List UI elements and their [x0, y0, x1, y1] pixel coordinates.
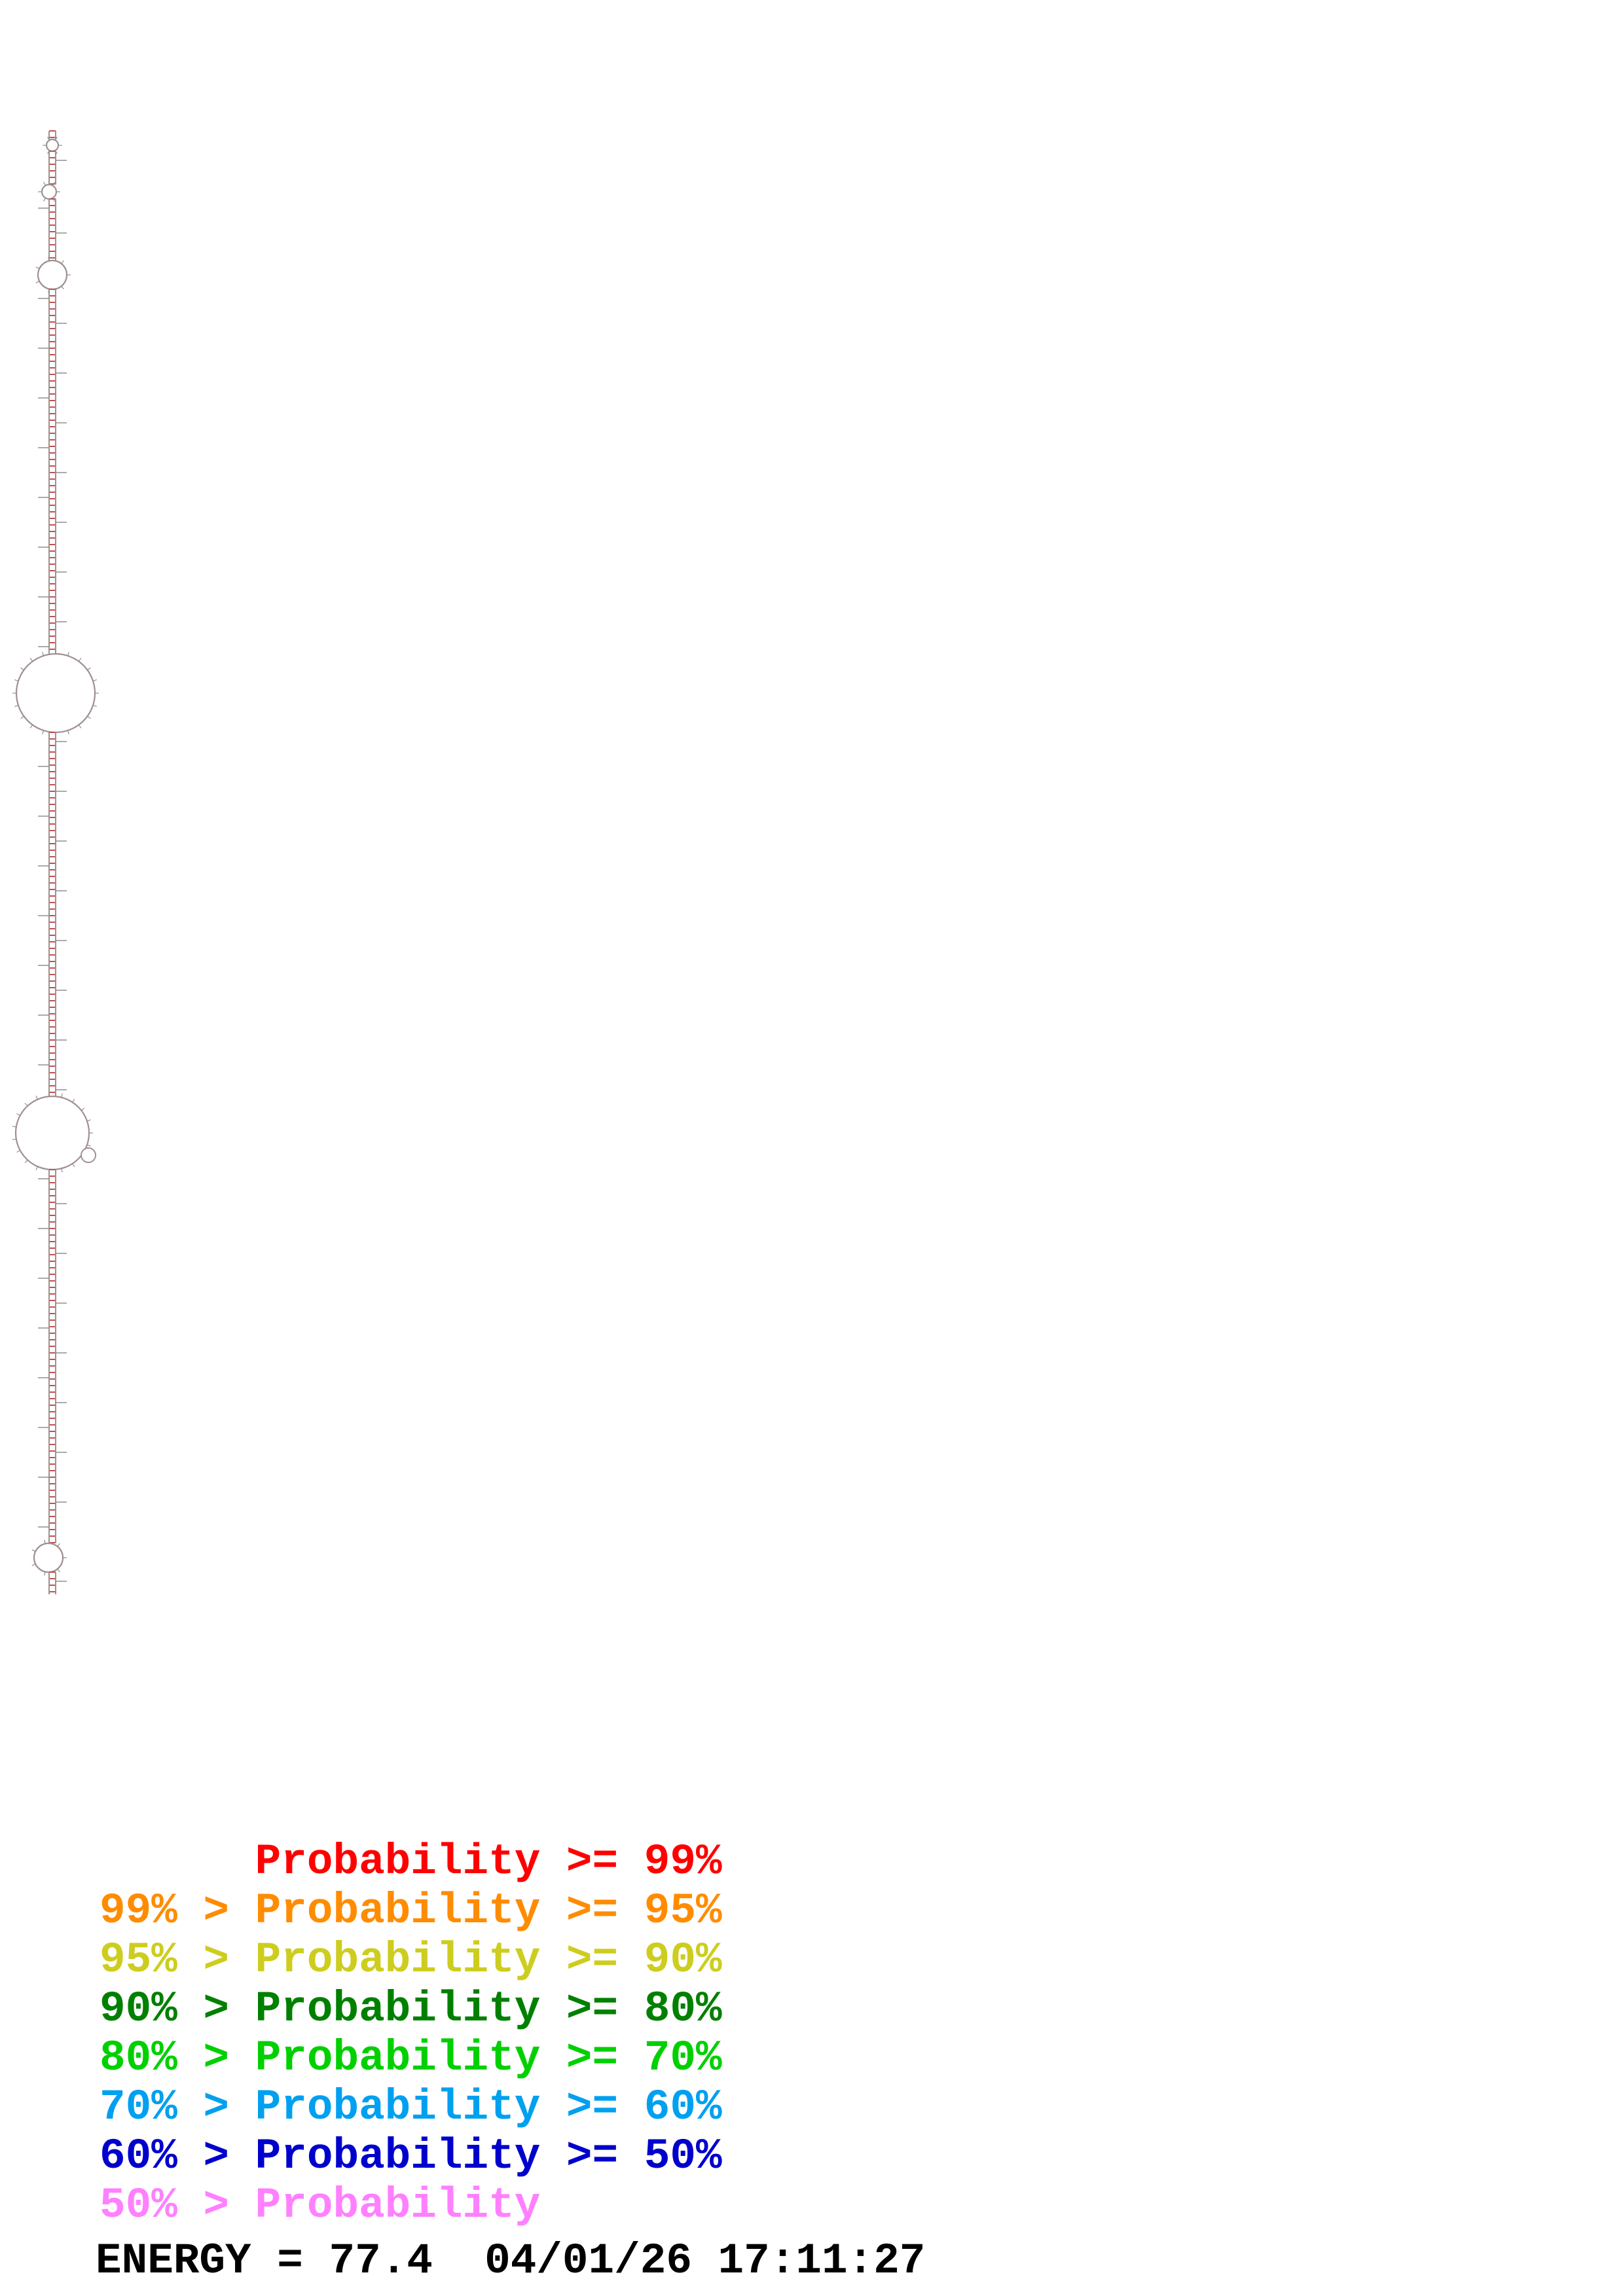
structure-segment [78, 658, 82, 662]
structure-segment [61, 285, 64, 290]
structure-loop [33, 1542, 64, 1573]
structure-loop [41, 183, 58, 200]
structure-segment [43, 198, 46, 202]
structure-segment [67, 730, 69, 734]
legend-entry: 70% > Probability >= 60% [100, 2083, 722, 2132]
structure-loop [37, 259, 68, 291]
structure-segment [20, 667, 24, 671]
structure-segment [35, 266, 40, 269]
structure-segment [87, 715, 91, 719]
legend-entry: Probability >= 99% [100, 1837, 722, 1886]
structure-segment [35, 281, 40, 283]
structure-segment [72, 1163, 75, 1168]
structure-segment [20, 715, 24, 719]
structure-segment [92, 704, 97, 707]
structure-segment [43, 181, 46, 186]
structure-segment [54, 136, 58, 141]
energy-text: ENERGY = 77.4 04/01/26 17:11:27 [96, 2236, 926, 2286]
structure-segment [81, 1107, 85, 1111]
structure-segment [24, 1102, 28, 1107]
structure-segment [12, 1126, 16, 1128]
structure-segment [31, 1549, 36, 1552]
structure-segment [24, 1159, 28, 1164]
structure-segment [42, 652, 45, 656]
structure-loop [14, 1095, 90, 1171]
structure-loop [15, 653, 96, 734]
legend-entry: 90% > Probability >= 80% [100, 1984, 722, 2034]
structure-segment [31, 1564, 36, 1566]
structure-segment [57, 1543, 60, 1547]
legend-entry: 60% > Probability >= 50% [100, 2132, 722, 2181]
structure-segment [42, 730, 45, 734]
structure-segment [29, 658, 33, 662]
legend-entry: 95% > Probability >= 90% [100, 1935, 722, 1984]
structure-segment [61, 260, 64, 264]
structure-segment [67, 652, 69, 656]
rna-secondary-structure [12, 130, 99, 1594]
structure-segment [16, 1150, 21, 1153]
structure-segment [87, 667, 91, 671]
structure-segment [78, 725, 82, 728]
structure-loop [45, 138, 60, 152]
legend-entry: 99% > Probability >= 95% [100, 1886, 722, 1935]
structure-segment [57, 1568, 60, 1573]
legend-entry: 80% > Probability >= 70% [100, 2034, 722, 2083]
structure-segment [29, 725, 33, 728]
structure-segment [86, 1119, 91, 1122]
probability-legend: Probability >= 99% 99% > Probability >= 9… [100, 1837, 722, 2230]
structure-segment [92, 679, 97, 682]
structure-segment [35, 1095, 39, 1100]
structure-loop [81, 1147, 96, 1163]
structure-segment [35, 1166, 39, 1171]
structure-segment [52, 181, 56, 186]
legend-entry: 50% > Probability [100, 2181, 541, 2230]
structure-segment [16, 1113, 21, 1116]
structure-segment [14, 679, 19, 682]
structure-segment [48, 257, 50, 261]
structure-segment [14, 704, 19, 707]
structure-segment [86, 1144, 91, 1147]
structure-segment [72, 1098, 75, 1103]
structure-segment [46, 136, 50, 141]
